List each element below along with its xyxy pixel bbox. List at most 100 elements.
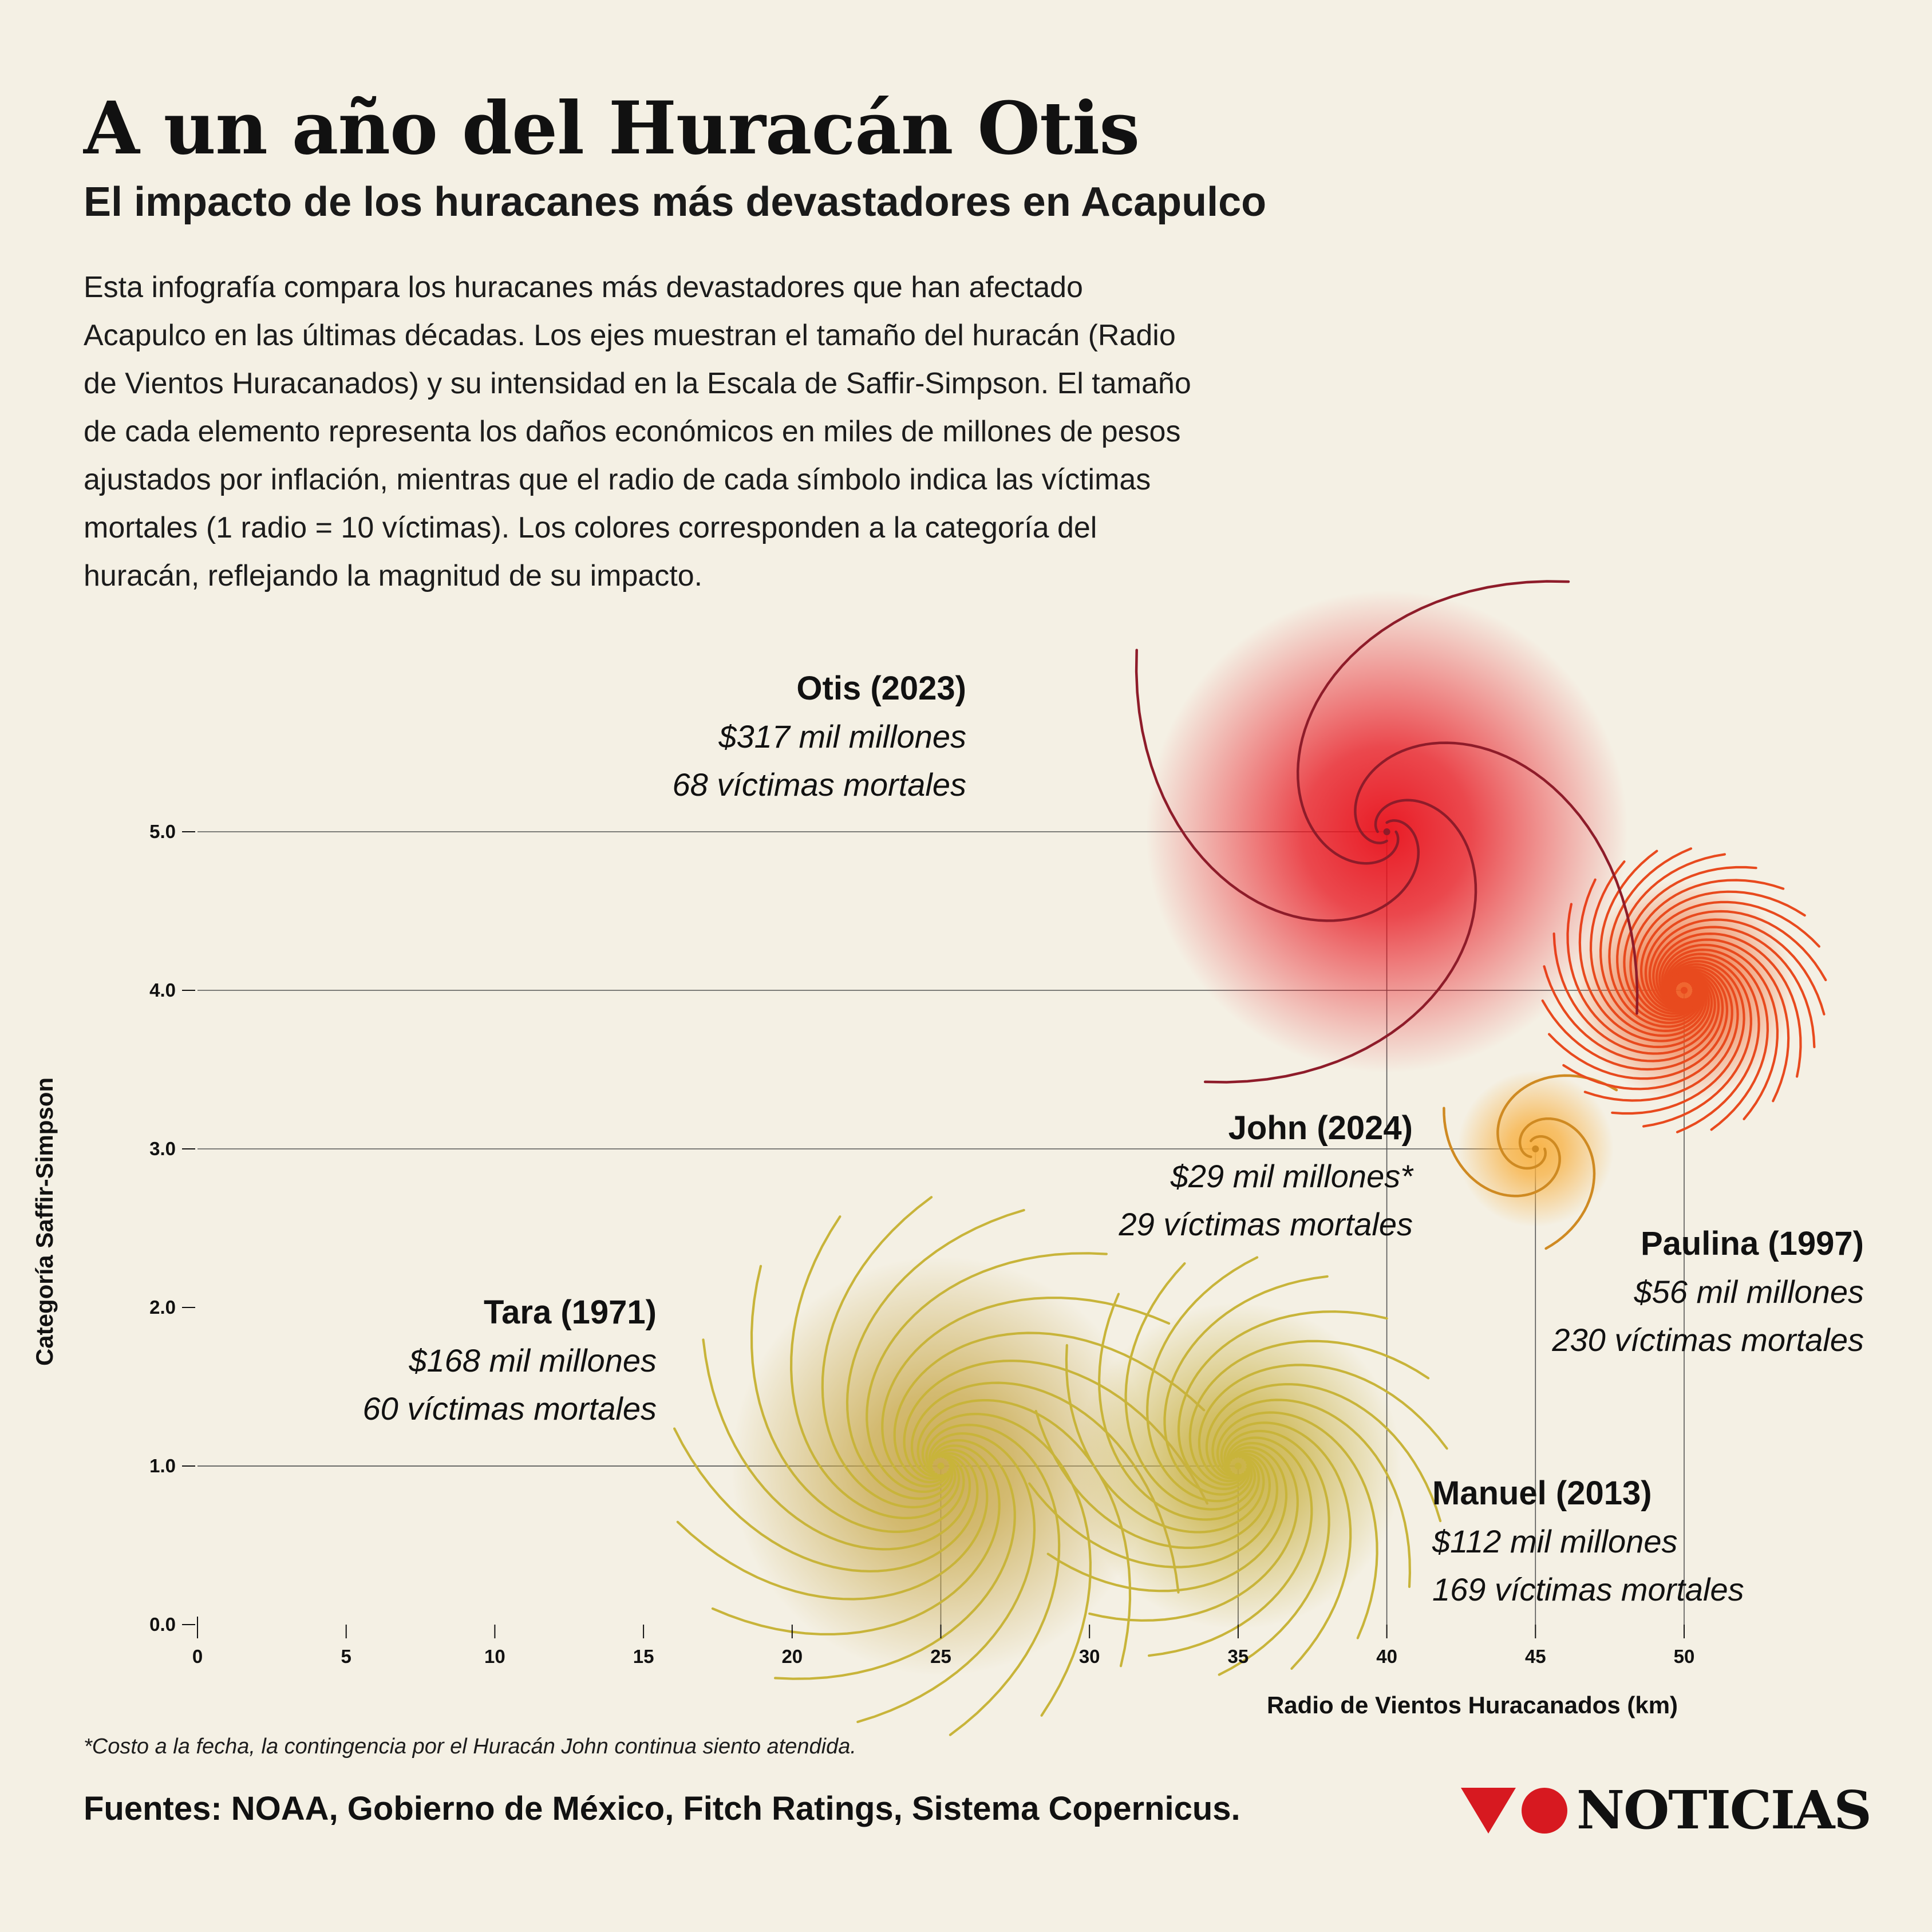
y-tick-label: 2.0 — [149, 1297, 176, 1318]
x-tick-label: 15 — [633, 1646, 654, 1667]
hurricane-symbol — [1028, 1256, 1448, 1676]
spiral-arm — [1028, 1449, 1279, 1568]
hurricane-name: Manuel (2013) — [1432, 1475, 1652, 1512]
spiral-arm — [1639, 900, 1820, 1013]
spiral-arm — [750, 1265, 965, 1533]
spiral-arm — [676, 1448, 989, 1601]
spiral-arm — [1034, 1409, 1271, 1549]
hurricane-eye — [1681, 987, 1688, 994]
spiral-arm — [1644, 910, 1827, 1010]
spiral-arm — [673, 1427, 979, 1573]
hurricane-damage: $317 mil millones — [718, 718, 966, 754]
x-tick-label: 5 — [341, 1646, 351, 1667]
hurricane-annotation: Manuel (2013) $112 mil millones 169 víctim… — [1432, 1475, 1744, 1607]
logo-mark-icon — [1461, 1788, 1567, 1834]
y-tick-label: 1.0 — [149, 1455, 176, 1476]
y-tick-label: 3.0 — [149, 1138, 176, 1159]
spiral-arm — [1665, 953, 1760, 1133]
labels-layer: Otis (2023) $317 mil millones 68 víctimas … — [363, 670, 1864, 1607]
spiral-arm — [856, 1432, 1036, 1724]
spiral-arm — [821, 1196, 957, 1509]
hurricane-eye — [1532, 1145, 1539, 1152]
hurricane-name: Paulina (1997) — [1641, 1225, 1864, 1262]
x-axis-title: Radio de Vientos Huracanados (km) — [1267, 1692, 1678, 1718]
hurricane-annotation: Paulina (1997) $56 mil millones 230 víctim… — [1551, 1225, 1864, 1358]
y-axis-title: Categoría Saffir-Simpson — [31, 1077, 58, 1366]
spiral-arm — [1543, 965, 1720, 1062]
spiral-arm — [1583, 963, 1739, 1102]
spiral-arm — [1652, 926, 1816, 1049]
spiral-arm — [1135, 649, 1420, 922]
spiral-arm — [774, 1439, 1016, 1680]
spiral-arm — [1623, 866, 1757, 1021]
intro-line: de cada elemento representa los daños ec… — [84, 415, 1181, 448]
hurricane-damage: $56 mil millones — [1634, 1274, 1864, 1310]
hurricane-damage: $112 mil millones — [1432, 1523, 1677, 1559]
hurricane-annotation: Tara (1971) $168 mil millones 60 víctimas … — [363, 1294, 657, 1427]
spiral-arm — [1098, 1293, 1261, 1521]
marks-layer — [673, 580, 1827, 1736]
hurricane-symbol — [1443, 1070, 1618, 1250]
noticias-logo: NOTICIAS — [1461, 1779, 1872, 1841]
spiral-arm — [1655, 932, 1802, 1078]
x-tick-label: 0 — [192, 1646, 203, 1667]
spiral-arm — [711, 1444, 1001, 1635]
hurricane-annotation: Otis (2023) $317 mil millones 68 víctimas … — [673, 670, 967, 803]
spiral-arm — [1548, 968, 1729, 1080]
hurricane-symbol — [673, 1196, 1208, 1736]
x-tick-label: 50 — [1674, 1646, 1695, 1667]
hurricane-name: John (2024) — [1228, 1109, 1413, 1147]
intro-line: Acapulco en las últimas décadas. Los eje… — [84, 319, 1176, 352]
y-tick-label: 4.0 — [149, 979, 176, 1001]
spiral-arm — [903, 1360, 1208, 1505]
intro-line: mortales (1 radio = 10 víctimas). Los co… — [84, 511, 1097, 544]
x-tick-label: 20 — [781, 1646, 803, 1667]
y-tick-label: 5.0 — [149, 821, 176, 842]
spiral-arm — [1146, 1256, 1259, 1503]
spiral-arm — [1648, 918, 1826, 1016]
logo-wordmark: NOTICIAS — [1577, 1779, 1872, 1841]
spiral-arm — [1611, 960, 1745, 1115]
spiral-arm — [1296, 580, 1570, 865]
spiral-arm — [1148, 1436, 1313, 1657]
spiral-arm — [893, 1332, 1206, 1484]
hurricane-deaths: 60 víctimas mortales — [363, 1390, 657, 1427]
hurricane-damage: $168 mil millones — [408, 1342, 657, 1378]
x-tick-label: 25 — [930, 1646, 951, 1667]
spiral-arm — [1562, 966, 1733, 1091]
spiral-arm — [1658, 938, 1790, 1103]
hurricane-annotation: John (2024) $29 mil millones* 29 víctimas … — [1119, 1109, 1415, 1242]
spiral-arm — [1177, 1310, 1388, 1491]
hurricane-symbol — [1135, 580, 1639, 1084]
spiral-arm — [1518, 1117, 1596, 1250]
hurricane-symbol — [1541, 847, 1827, 1133]
sources-line: Fuentes: NOAA, Gobierno de México, Fitch… — [84, 1790, 1240, 1827]
hurricane-deaths: 29 víctimas mortales — [1119, 1206, 1413, 1242]
spiral-arm — [1205, 1383, 1442, 1523]
y-tick-label: 0.0 — [149, 1614, 176, 1635]
spiral-arm — [1642, 957, 1752, 1128]
spiral-arm — [1203, 799, 1477, 1084]
hurricane-damage: $29 mil millones* — [1170, 1158, 1414, 1194]
hurricane-eye — [1383, 828, 1390, 835]
spiral-arm — [702, 1338, 971, 1551]
spiral-arm — [1599, 850, 1705, 1033]
spiral-arm — [1046, 1446, 1288, 1593]
spiral-arm — [789, 1215, 961, 1520]
spiral-arm — [1608, 847, 1704, 1028]
intro-paragraph: Esta infografía compara los huracanes má… — [84, 263, 1320, 600]
spiral-arm — [881, 1297, 1171, 1488]
hurricane-deaths: 68 víctimas mortales — [673, 767, 967, 803]
spiral-arm — [1578, 878, 1710, 1042]
spiral-arm — [1443, 1107, 1561, 1198]
spiral-arm — [1541, 970, 1724, 1071]
spiral-arm — [1218, 1429, 1330, 1676]
spiral-arm — [1635, 890, 1806, 1015]
page-title: A un año del Huracán Otis — [84, 86, 1140, 171]
spiral-arm — [1589, 860, 1708, 1037]
axes-layer: 0.0 1.0 2.0 3.0 4.0 5.0 0 5 10 15 20 25 30 35 40 45 50 Ra… — [31, 821, 1694, 1718]
spiral-arm — [1220, 1421, 1352, 1670]
spiral-arm — [1663, 948, 1769, 1131]
spiral-arm — [1616, 853, 1726, 1024]
